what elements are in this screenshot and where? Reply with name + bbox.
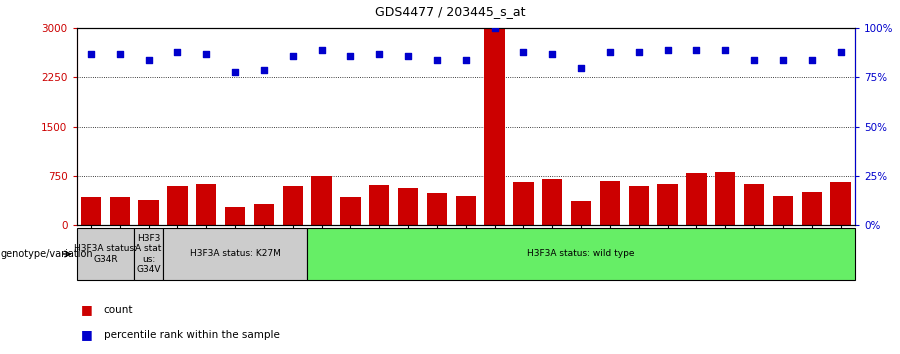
Bar <box>542 179 562 225</box>
Point <box>488 25 502 31</box>
Bar <box>311 176 332 225</box>
Point <box>603 49 617 55</box>
Point <box>400 53 415 59</box>
Point <box>170 49 184 55</box>
Bar <box>340 196 361 225</box>
Bar <box>163 228 307 280</box>
Point <box>141 57 156 63</box>
Point <box>84 51 98 57</box>
Point <box>343 53 357 59</box>
Text: count: count <box>104 305 133 315</box>
Bar <box>283 186 302 225</box>
Bar <box>744 184 764 225</box>
Point <box>314 47 328 53</box>
Point <box>661 47 675 53</box>
Point <box>199 51 213 57</box>
Bar <box>110 197 130 225</box>
Point <box>632 49 646 55</box>
Bar <box>831 182 850 225</box>
Point <box>429 57 444 63</box>
Point <box>689 47 704 53</box>
Text: ■: ■ <box>81 303 93 316</box>
Point <box>805 57 819 63</box>
Bar <box>571 201 591 225</box>
Point <box>833 49 848 55</box>
Bar <box>81 196 101 225</box>
Text: H3F3A status:
G34R: H3F3A status: G34R <box>74 244 137 264</box>
Bar <box>76 228 134 280</box>
Point <box>574 65 589 70</box>
Point <box>112 51 127 57</box>
Text: H3F3A status: wild type: H3F3A status: wild type <box>527 250 634 258</box>
Point <box>545 51 560 57</box>
Point <box>228 69 242 74</box>
Point <box>747 57 761 63</box>
Point <box>285 53 300 59</box>
Point <box>256 67 271 73</box>
Bar <box>369 185 390 225</box>
Bar <box>658 183 678 225</box>
Bar <box>599 181 620 225</box>
Bar <box>225 207 245 225</box>
Bar <box>716 172 735 225</box>
Bar <box>773 196 793 225</box>
Text: H3F3
A stat
us:
G34V: H3F3 A stat us: G34V <box>135 234 162 274</box>
Bar <box>687 173 707 225</box>
Text: percentile rank within the sample: percentile rank within the sample <box>104 330 279 339</box>
Point <box>458 57 473 63</box>
Text: GDS4477 / 203445_s_at: GDS4477 / 203445_s_at <box>374 5 526 18</box>
Bar <box>513 182 534 225</box>
Bar <box>196 184 216 225</box>
Bar <box>455 196 476 225</box>
Point <box>517 49 531 55</box>
Bar <box>427 193 447 225</box>
Bar <box>307 228 855 280</box>
Bar <box>139 200 158 225</box>
Bar <box>398 188 418 225</box>
Bar <box>629 186 649 225</box>
Bar <box>484 28 505 225</box>
Bar <box>167 186 187 225</box>
Bar <box>254 205 274 225</box>
Text: genotype/variation: genotype/variation <box>1 249 94 259</box>
Point <box>372 51 386 57</box>
Point <box>718 47 733 53</box>
Text: H3F3A status: K27M: H3F3A status: K27M <box>190 250 281 258</box>
Bar <box>802 192 822 225</box>
Point <box>776 57 790 63</box>
Text: ■: ■ <box>81 328 93 341</box>
Bar <box>134 228 163 280</box>
